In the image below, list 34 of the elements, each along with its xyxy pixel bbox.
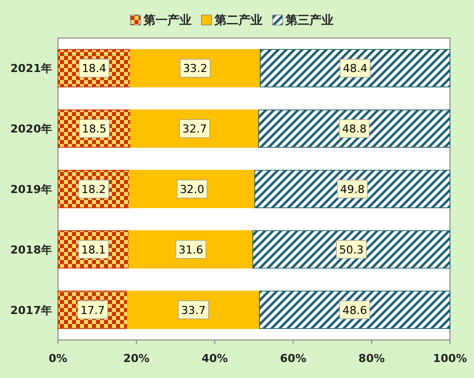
bar	[258, 109, 450, 148]
x-tick-label: 20%	[123, 352, 150, 365]
data-label: 18.2	[81, 183, 106, 196]
x-tick-label: 100%	[433, 352, 467, 365]
y-tick-label: 2017年	[10, 304, 52, 317]
data-label: 18.1	[81, 243, 106, 256]
data-label: 48.4	[342, 62, 368, 76]
bar	[254, 170, 450, 208]
bar	[252, 230, 450, 269]
data-label: 32.0	[180, 183, 204, 196]
data-label: 33.7	[181, 304, 206, 317]
data-label: 18.5	[82, 122, 107, 136]
bar	[260, 49, 450, 88]
data-label: 48.6	[342, 304, 367, 317]
data-label: 17.7	[80, 304, 105, 317]
data-label: 32.7	[182, 122, 207, 136]
x-tick-label: 60%	[280, 352, 306, 365]
legend-label: 第二产业	[214, 13, 262, 27]
legend-label: 第一产业	[142, 13, 192, 27]
bar	[259, 290, 450, 329]
y-tick-label: 2021年	[10, 62, 52, 76]
y-tick-label: 2019年	[10, 183, 52, 196]
data-label: 18.4	[82, 62, 106, 76]
data-label: 31.6	[178, 243, 204, 256]
data-label: 33.2	[182, 62, 208, 76]
data-label: 50.3	[339, 243, 364, 256]
y-tick-label: 2018年	[10, 243, 52, 256]
data-label: 49.8	[340, 183, 365, 196]
x-tick-label: 40%	[202, 352, 228, 365]
x-tick-label: 0%	[48, 352, 68, 365]
x-tick-label: 80%	[358, 352, 385, 365]
legend-label: 第三产业	[284, 13, 334, 27]
data-label: 48.8	[342, 122, 367, 136]
y-tick-label: 2020年	[10, 122, 52, 136]
